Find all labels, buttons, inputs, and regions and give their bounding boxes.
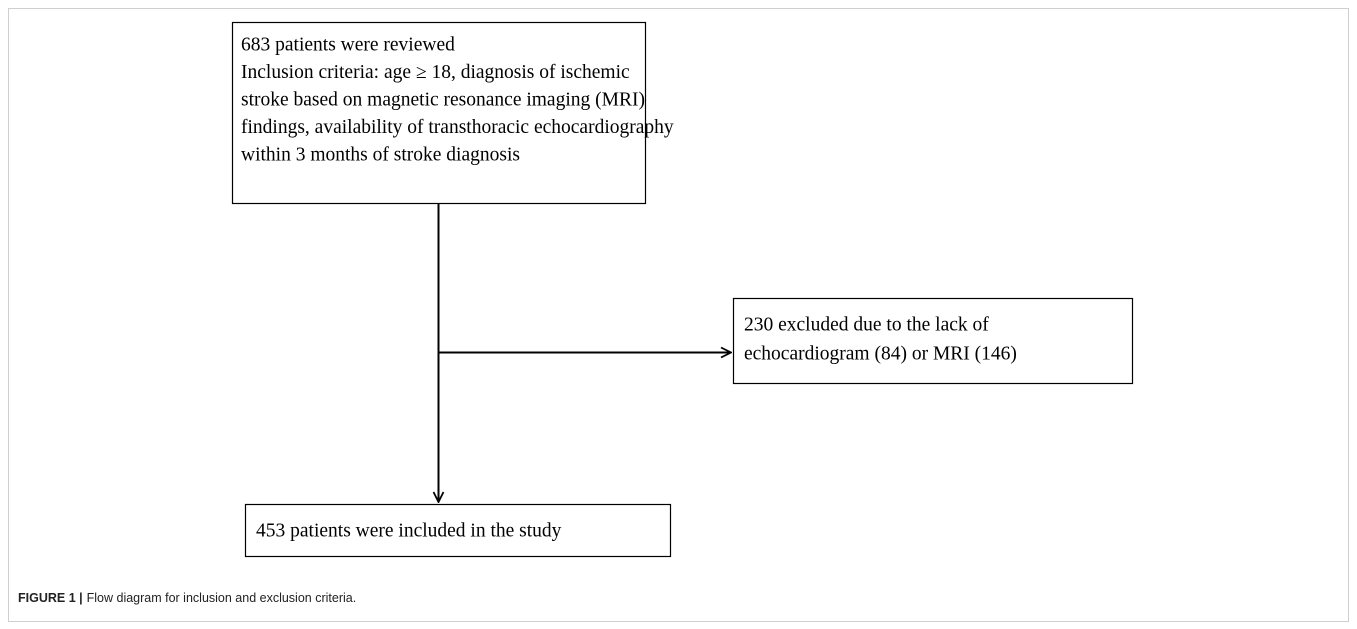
node-box [231,21,647,205]
node-text: 683 patients were reviewed [241,34,455,55]
caption-label: FIGURE 1 | [18,591,83,605]
node-box [732,297,1134,385]
node-text: within 3 months of stroke diagnosis [241,144,520,165]
node-text: 453 patients were included in the study [256,520,562,541]
caption: FIGURE 1 | Flow diagram for inclusion and… [18,591,356,605]
node-text: Inclusion criteria: age ≥ 18, diagnosis … [241,62,630,83]
figure-frame [8,8,1349,622]
node-text: echocardiogram (84) or MRI (146) [744,343,1017,364]
node-text: findings, availability of transthoracic … [241,117,674,138]
node-text: stroke based on magnetic resonance imagi… [241,89,645,110]
node-text: 230 excluded due to the lack of [744,314,989,335]
caption-text: Flow diagram for inclusion and exclusion… [87,591,357,605]
node-box [244,503,672,558]
